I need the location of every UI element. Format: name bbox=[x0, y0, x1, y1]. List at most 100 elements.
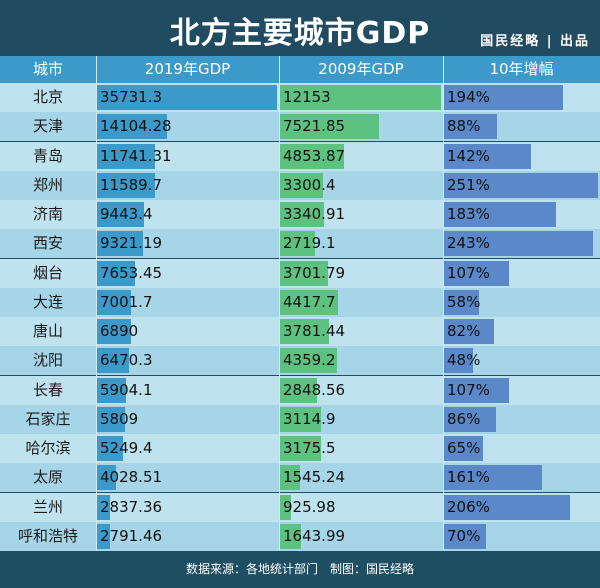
gdp-2019-value-label: 9321.19 bbox=[100, 234, 163, 253]
table-row: 太原 4028.51 1545.24 161% bbox=[0, 463, 600, 493]
gdp-2009-bar bbox=[279, 436, 322, 461]
table-row: 沈阳 6470.3 4359.2 48% bbox=[0, 346, 600, 376]
growth-value-label: 251% bbox=[447, 175, 490, 194]
gdp-2009-value-label: 4417.7 bbox=[283, 292, 336, 311]
gdp-2019-value-label: 11589.7 bbox=[100, 175, 163, 194]
column-separator bbox=[96, 56, 97, 551]
growth-bar bbox=[443, 465, 543, 491]
city-cell-bg bbox=[0, 404, 96, 434]
table-row: 哈尔滨 5249.4 3175.5 65% bbox=[0, 434, 600, 463]
gdp-2019-bar bbox=[96, 377, 126, 403]
city-label: 唐山 bbox=[32, 322, 63, 340]
gdp-2019-value-label: 6470.3 bbox=[100, 351, 153, 370]
growth-value-label: 194% bbox=[447, 88, 490, 106]
header-growth: 10年增幅 bbox=[489, 60, 554, 78]
gdp-2009-value-label: 1643.99 bbox=[283, 526, 346, 545]
gdp-2019-cell bbox=[96, 463, 279, 493]
growth-bar bbox=[443, 289, 479, 315]
gdp-2019-bar bbox=[96, 114, 168, 140]
city-label: 呼和浩特 bbox=[17, 526, 78, 545]
table-row: 大连 7001.7 4417.7 58% bbox=[0, 287, 600, 317]
gdp-2009-value-label: 3300.4 bbox=[283, 175, 336, 194]
gdp-2009-bar bbox=[279, 85, 441, 110]
gdp-2009-bar bbox=[279, 406, 321, 432]
gdp-2019-bar bbox=[96, 523, 111, 549]
growth-bar bbox=[443, 231, 594, 257]
gdp-2009-value-label: 3114.9 bbox=[283, 409, 336, 428]
city-label: 郑州 bbox=[32, 175, 63, 194]
gdp-2009-cell bbox=[279, 463, 443, 493]
gdp-2019-bar bbox=[96, 319, 131, 344]
growth-bar bbox=[443, 348, 473, 374]
gdp-2009-value-label: 7521.85 bbox=[283, 117, 346, 136]
gdp-2009-value-label: 3701.79 bbox=[283, 263, 346, 282]
city-cell-bg bbox=[0, 112, 96, 142]
growth-bar bbox=[443, 319, 494, 344]
city-cell-bg bbox=[0, 521, 96, 551]
growth-value-label: 161% bbox=[447, 468, 490, 487]
gdp-2019-value-label: 2791.46 bbox=[100, 526, 163, 545]
header-gdp-2009: 2009年GDP bbox=[318, 60, 404, 78]
gdp-2009-value-label: 4359.2 bbox=[283, 351, 336, 370]
header-gdp-2019: 2019年GDP bbox=[144, 60, 231, 78]
gdp-2009-value-label: 12153 bbox=[283, 88, 331, 106]
table-row: 呼和浩特 2791.46 1643.99 70% bbox=[0, 521, 600, 551]
city-cell-bg bbox=[0, 346, 96, 376]
table-body: 北京 35731.3 12153 194% 天津 14104.28 7521.85 88% 青岛… bbox=[0, 83, 600, 551]
gdp-2009-value-label: 2719.1 bbox=[283, 234, 336, 253]
city-cell-bg bbox=[0, 83, 96, 112]
column-separator bbox=[443, 56, 444, 551]
city-label: 西安 bbox=[32, 234, 63, 253]
table-row: 济南 9443.4 3340.91 183% bbox=[0, 200, 600, 229]
table-row: 唐山 6890 3781.44 82% bbox=[0, 317, 600, 346]
chart-title: 北方主要城市GDP bbox=[169, 16, 431, 51]
footer-source: 数据来源：各地统计部门 制图：国民经略 bbox=[0, 551, 600, 588]
city-label: 兰州 bbox=[32, 497, 63, 516]
city-cell-bg bbox=[0, 287, 96, 317]
gdp-2019-bar bbox=[96, 406, 126, 432]
city-cell-bg bbox=[0, 463, 96, 493]
gdp-2009-bar bbox=[279, 260, 329, 286]
table-row: 青岛 11741.31 4853.87 142% bbox=[0, 141, 600, 171]
city-cell-bg bbox=[0, 229, 96, 259]
city-cell-bg bbox=[0, 170, 96, 200]
city-label: 青岛 bbox=[32, 146, 63, 165]
growth-value-label: 107% bbox=[447, 263, 490, 282]
table-row: 郑州 11589.7 3300.4 251% bbox=[0, 170, 600, 200]
growth-value-label: 206% bbox=[447, 497, 490, 516]
gdp-2009-bar bbox=[279, 231, 316, 257]
column-separator bbox=[279, 56, 280, 551]
gdp-2009-bar bbox=[279, 319, 330, 344]
gdp-2019-bar bbox=[96, 494, 111, 520]
city-label: 烟台 bbox=[32, 263, 63, 282]
gdp-2009-value-label: 3340.91 bbox=[283, 205, 346, 223]
table-row: 烟台 7653.45 3701.79 107% bbox=[0, 258, 600, 288]
brand-label: 国民经略 | 出品 bbox=[480, 34, 590, 49]
gdp-2019-value-label: 4028.51 bbox=[100, 468, 163, 487]
city-label: 天津 bbox=[32, 117, 63, 136]
city-cell-bg bbox=[0, 434, 96, 463]
gdp-2019-bar bbox=[96, 85, 277, 110]
gdp-2009-bar bbox=[279, 465, 300, 491]
city-label: 哈尔滨 bbox=[25, 439, 71, 457]
gdp-2019-bar bbox=[96, 260, 135, 286]
gdp-2019-value-label: 35731.3 bbox=[100, 88, 163, 106]
city-label: 沈阳 bbox=[32, 351, 63, 370]
gdp-2019-cell bbox=[96, 521, 279, 551]
growth-bar bbox=[443, 406, 497, 432]
growth-value-label: 65% bbox=[447, 439, 481, 457]
gdp-2009-bar bbox=[279, 494, 292, 520]
table-header: 城市 2019年GDP 2009年GDP 10年增幅 bbox=[0, 56, 600, 83]
gdp-2019-bar bbox=[96, 143, 156, 169]
gdp-2019-value-label: 9443.4 bbox=[100, 205, 153, 223]
header-city: 城市 bbox=[32, 60, 63, 78]
growth-bar bbox=[443, 377, 510, 403]
gdp-2009-value-label: 3781.44 bbox=[283, 322, 346, 340]
city-cell-bg bbox=[0, 375, 96, 405]
title-bar: 北方主要城市GDP 国民经略 | 出品 bbox=[0, 0, 600, 56]
city-label: 大连 bbox=[32, 292, 63, 311]
gdp-2019-value-label: 5809 bbox=[100, 409, 139, 428]
growth-value-label: 183% bbox=[447, 205, 490, 223]
growth-bar bbox=[443, 494, 571, 520]
